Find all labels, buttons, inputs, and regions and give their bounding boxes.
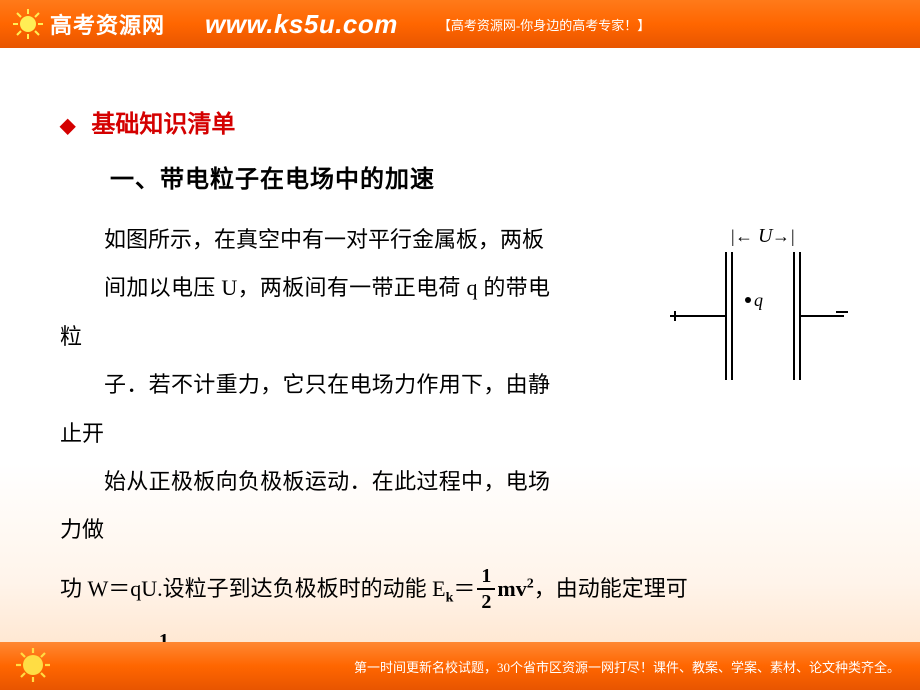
logo-sun-icon (12, 8, 44, 40)
text: ＝ (453, 576, 475, 601)
formula-line-1: 功 W＝qU.设粒子到达负极板时的动能 Ek＝12mv2，由动能定理可 (60, 565, 860, 614)
paragraph-3: 子．若不计重力，它只在电场力作用下，由静止开 (60, 361, 550, 458)
svg-text:|←: |← (730, 226, 753, 246)
denominator: 2 (477, 590, 495, 612)
text-line: 间加以电压 U，两板间有一带正电荷 q 的带电粒 (60, 275, 550, 348)
svg-text:→|: →| (772, 226, 795, 246)
header-url: www.ks5u.com (205, 9, 398, 40)
body-area: |← U →| q 如图 (60, 216, 860, 679)
numerator: 1 (477, 566, 495, 590)
heading-secondary: 一、带电粒子在电场中的加速 (110, 159, 860, 194)
footer-sun-icon (14, 646, 52, 684)
text-line: 如图所示，在真空中有一对平行金属板，两板 (104, 227, 544, 252)
footer-bar: 第一时间更新名校试题，30个省市区资源一网打尽！课件、教案、学案、素材、论文种类… (0, 642, 920, 690)
logo: 高考资源网 (12, 8, 165, 40)
physics-diagram: |← U →| q (650, 220, 850, 390)
footer-text: 第一时间更新名校试题，30个省市区资源一网打尽！课件、教案、学案、素材、论文种类… (354, 657, 900, 676)
paragraph-4: 始从正极板向负极板运动．在此过程中，电场力做 (60, 458, 550, 555)
text: 功 W＝qU.设粒子到达负极板时的动能 E (60, 576, 446, 601)
text: mv (497, 576, 526, 601)
text-line: 始从正极板向负极板运动．在此过程中，电场力做 (60, 469, 550, 542)
superscript-2: 2 (527, 576, 534, 591)
logo-text: 高考资源网 (50, 8, 165, 40)
footer-logo (14, 646, 52, 684)
paragraph-2: 间加以电压 U，两板间有一带正电荷 q 的带电粒 (60, 264, 550, 361)
text-line: 子．若不计重力，它只在电场力作用下，由静止开 (60, 372, 550, 445)
figure-label-q: q (754, 290, 763, 310)
header-tagline: 【高考资源网-你身边的高考专家！】 (438, 15, 650, 34)
text: ，由动能定理可 (534, 576, 688, 601)
header-bar: 高考资源网 www.ks5u.com 【高考资源网-你身边的高考专家！】 (0, 0, 920, 48)
fraction-half: 12 (477, 566, 495, 612)
slide-content: 基础知识清单 一、带电粒子在电场中的加速 |← U →| (0, 48, 920, 642)
heading-primary: 基础知识清单 (60, 104, 860, 139)
paragraph-1: 如图所示，在真空中有一对平行金属板，两板 (60, 216, 550, 264)
